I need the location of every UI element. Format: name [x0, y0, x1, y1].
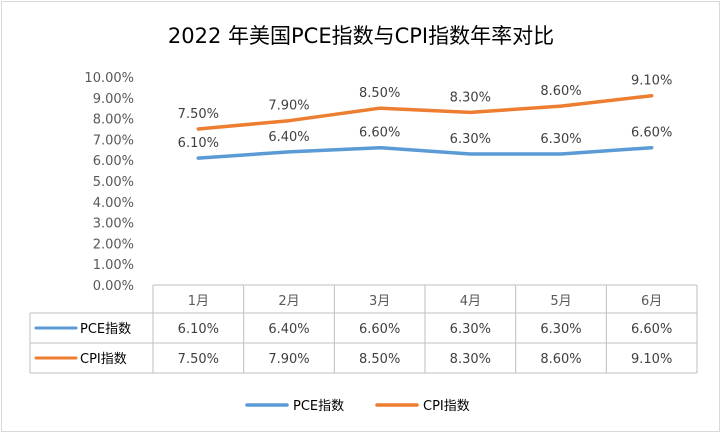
y-tick-label: 9.00%	[93, 92, 134, 107]
y-tick-label: 8.00%	[93, 113, 134, 128]
table-cell: 6.10%	[178, 322, 219, 337]
y-tick-label: 2.00%	[93, 237, 134, 252]
table-cell: 8.60%	[540, 352, 581, 367]
legend-label: CPI指数	[423, 399, 470, 414]
data-label: 6.40%	[268, 130, 309, 145]
table-cell: 6.40%	[268, 322, 309, 337]
table-cell: 6.60%	[359, 322, 400, 337]
y-tick-label: 7.00%	[93, 133, 134, 148]
y-tick-label: 0.00%	[93, 279, 134, 294]
series-line	[196, 93, 654, 131]
table-cell: 8.30%	[450, 352, 491, 367]
table-cell: 8.50%	[359, 352, 400, 367]
data-label: 6.30%	[540, 132, 581, 147]
table-cell: 9.10%	[631, 352, 672, 367]
chart-title: 2022 年美国PCE指数与CPI指数年率对比	[168, 24, 554, 48]
y-tick-label: 4.00%	[93, 196, 134, 211]
x-category-label: 4月	[460, 294, 481, 309]
data-table: 1月 2月 3月 4月 5月 6月 PCE指数 6.10% 6.40% 6.60% 6.30% 6.3…	[29, 284, 698, 374]
y-tick-label: 6.00%	[93, 154, 134, 169]
x-category-label: 3月	[369, 294, 390, 309]
series-lines	[196, 93, 654, 160]
legend-label: PCE指数	[293, 399, 344, 414]
table-cell: 6.30%	[540, 322, 581, 337]
table-row-label: CPI指数	[80, 352, 127, 367]
table-cell: 6.30%	[450, 322, 491, 337]
x-category-label: 1月	[188, 294, 209, 309]
data-label: 6.30%	[450, 132, 491, 147]
data-label: 6.10%	[178, 136, 219, 151]
table-cell: 7.50%	[178, 352, 219, 367]
legend: PCE指数 CPI指数	[245, 399, 470, 414]
data-label: 6.60%	[631, 126, 672, 141]
data-labels: 6.10% 6.40% 6.60% 6.30% 6.30% 6.60% 7.50% 7.90%…	[178, 74, 673, 151]
table-row-label: PCE指数	[80, 322, 131, 337]
data-label: 7.90%	[268, 99, 309, 114]
y-axis: 0.00% 1.00% 2.00% 3.00% 4.00% 5.00% 6.00% 7.00%…	[84, 71, 134, 294]
data-label: 6.60%	[359, 126, 400, 141]
x-category-label: 2月	[278, 294, 299, 309]
data-label: 8.50%	[359, 86, 400, 101]
data-label: 7.50%	[178, 107, 219, 122]
table-cell: 7.90%	[268, 352, 309, 367]
y-tick-label: 3.00%	[93, 217, 134, 232]
data-label: 8.30%	[450, 90, 491, 105]
series-line	[196, 145, 654, 160]
y-tick-label: 10.00%	[84, 71, 134, 86]
x-category-label: 6月	[641, 294, 662, 309]
x-category-label: 5月	[550, 294, 571, 309]
table-cell: 6.60%	[631, 322, 672, 337]
data-label: 8.60%	[540, 84, 581, 99]
y-tick-label: 1.00%	[93, 258, 134, 273]
y-tick-label: 5.00%	[93, 175, 134, 190]
data-label: 9.10%	[631, 74, 672, 89]
